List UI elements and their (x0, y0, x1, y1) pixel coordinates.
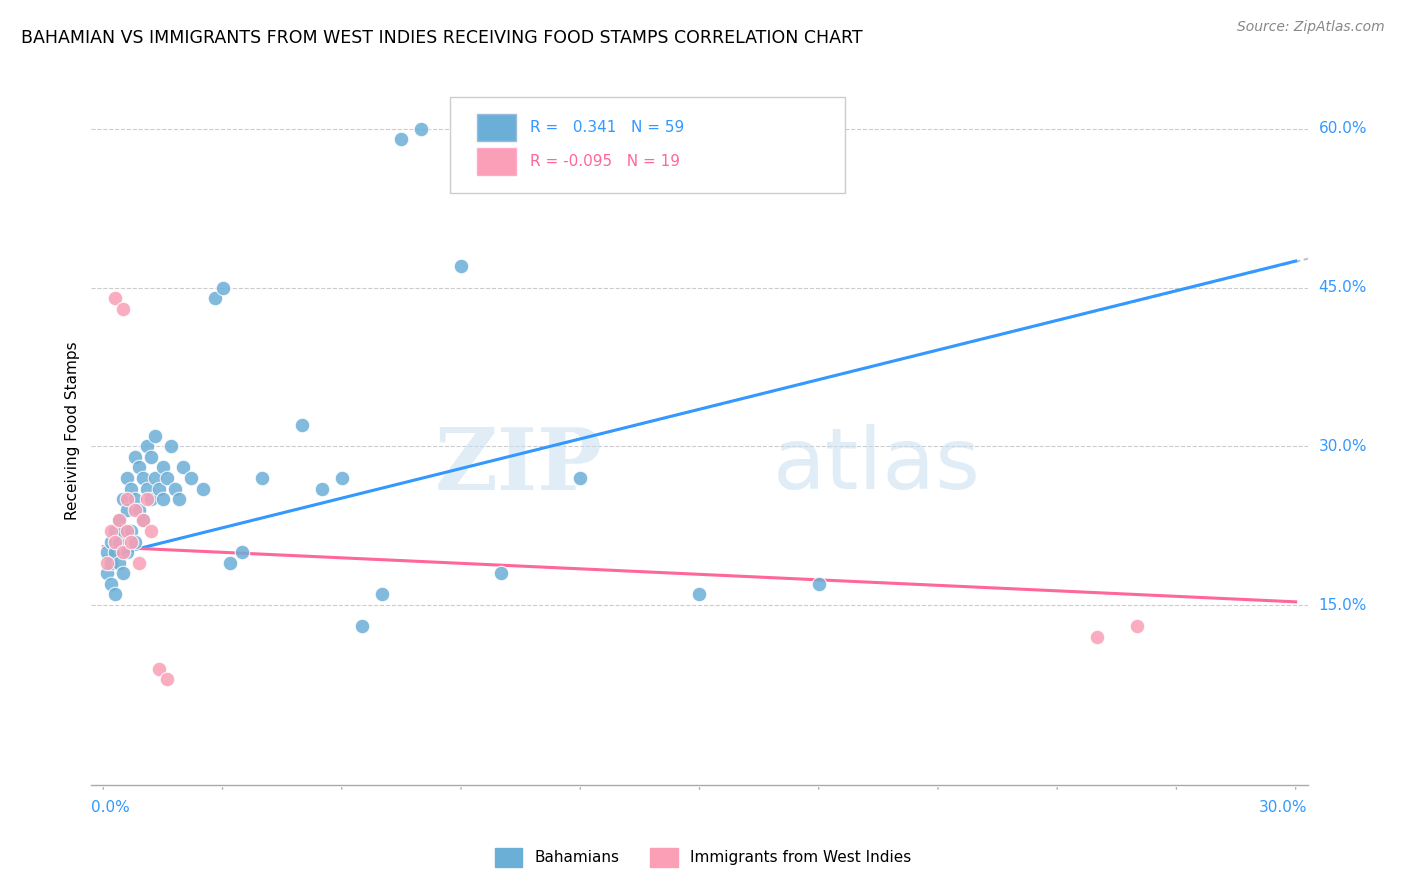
Point (252, 471, 274, 485)
Text: 15.0%: 15.0% (1319, 598, 1367, 613)
Point (1125, 619, 1147, 633)
Point (112, 301, 135, 316)
Point (128, 502, 150, 516)
Point (139, 492, 162, 507)
Point (167, 492, 190, 507)
Point (172, 460, 194, 475)
Point (370, 587, 392, 601)
Point (148, 482, 170, 496)
Point (96, 545, 118, 559)
Point (124, 492, 146, 507)
Point (231, 545, 253, 559)
Text: Source: ZipAtlas.com: Source: ZipAtlas.com (1237, 20, 1385, 34)
Point (156, 471, 179, 485)
FancyBboxPatch shape (477, 148, 516, 175)
Text: atlas: atlas (772, 425, 980, 508)
Point (120, 534, 142, 549)
FancyBboxPatch shape (477, 114, 516, 141)
Point (104, 587, 127, 601)
Legend: Bahamians, Immigrants from West Indies: Bahamians, Immigrants from West Indies (495, 848, 911, 866)
Point (115, 471, 138, 485)
Point (115, 545, 138, 559)
Point (96, 566, 118, 581)
Point (112, 545, 135, 559)
Point (291, 418, 314, 433)
Text: 45.0%: 45.0% (1319, 280, 1367, 295)
Point (132, 513, 155, 527)
Point (136, 439, 159, 453)
Point (211, 280, 233, 294)
Point (104, 534, 127, 549)
FancyBboxPatch shape (450, 97, 845, 193)
Text: ZIP: ZIP (434, 424, 602, 508)
Point (136, 482, 159, 496)
Point (108, 556, 131, 570)
Point (108, 534, 131, 549)
Point (108, 513, 131, 527)
Point (104, 524, 127, 538)
Point (96, 556, 118, 570)
Point (139, 450, 162, 464)
Point (136, 492, 159, 507)
Point (152, 460, 174, 475)
Point (100, 577, 122, 591)
Point (143, 428, 166, 442)
Text: BAHAMIAN VS IMMIGRANTS FROM WEST INDIES RECEIVING FOOD STAMPS CORRELATION CHART: BAHAMIAN VS IMMIGRANTS FROM WEST INDIES … (21, 29, 863, 46)
Point (411, 121, 433, 136)
Point (128, 556, 150, 570)
Point (132, 513, 155, 527)
Point (128, 460, 150, 475)
Text: R = -0.095   N = 19: R = -0.095 N = 19 (530, 154, 681, 169)
Point (160, 439, 183, 453)
Text: 60.0%: 60.0% (1319, 121, 1367, 136)
Point (124, 450, 146, 464)
Point (139, 524, 162, 538)
Point (204, 291, 226, 305)
Point (569, 471, 592, 485)
Point (104, 545, 127, 559)
Point (100, 556, 122, 570)
Point (152, 492, 174, 507)
Point (115, 524, 138, 538)
Point (108, 513, 131, 527)
Point (688, 587, 710, 601)
Point (1085, 630, 1108, 644)
Point (156, 672, 179, 686)
Text: 30.0%: 30.0% (1319, 439, 1367, 454)
Point (807, 577, 830, 591)
Point (132, 471, 155, 485)
Point (350, 619, 373, 633)
Point (489, 566, 512, 581)
Text: 0.0%: 0.0% (91, 800, 131, 814)
Point (148, 661, 170, 675)
Point (311, 482, 333, 496)
Point (163, 482, 186, 496)
Point (180, 471, 202, 485)
Point (124, 502, 146, 516)
Point (191, 482, 214, 496)
Point (143, 471, 166, 485)
Point (104, 291, 127, 305)
Point (112, 524, 135, 538)
Point (115, 502, 138, 516)
Point (112, 492, 135, 507)
Point (100, 534, 122, 549)
Point (120, 524, 142, 538)
Text: R =   0.341   N = 59: R = 0.341 N = 59 (530, 120, 685, 135)
Point (450, 260, 472, 274)
Point (115, 492, 138, 507)
Point (120, 482, 142, 496)
Point (100, 524, 122, 538)
Point (219, 556, 242, 570)
Point (389, 132, 412, 146)
Text: 30.0%: 30.0% (1260, 800, 1308, 814)
Y-axis label: Receiving Food Stamps: Receiving Food Stamps (65, 341, 80, 520)
Point (330, 471, 353, 485)
Point (124, 534, 146, 549)
Point (112, 566, 135, 581)
